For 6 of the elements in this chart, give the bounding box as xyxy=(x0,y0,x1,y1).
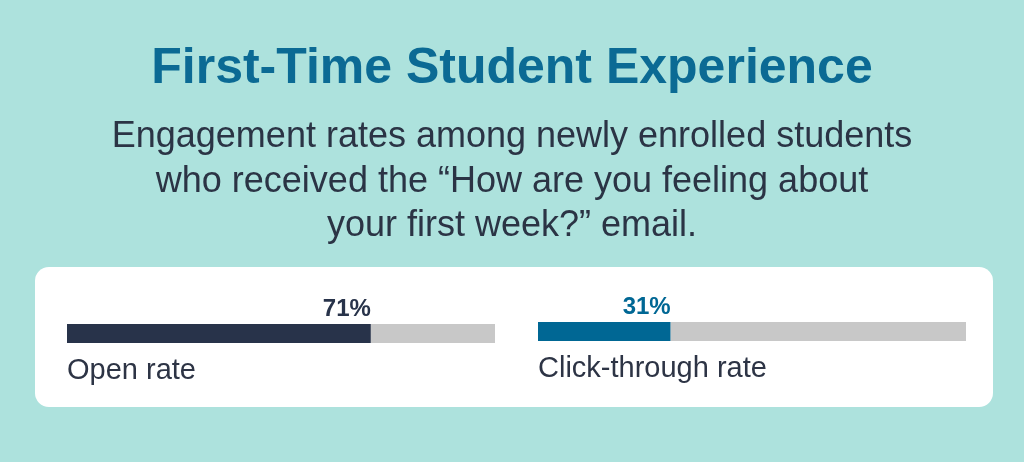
data-label: 31% xyxy=(622,292,671,319)
data-label: 71% xyxy=(322,294,371,321)
chart-title: First-Time Student Experience xyxy=(151,38,873,94)
y-tick-label: Open rate xyxy=(67,353,196,385)
chart-subtitle: Engagement rates among newly enrolled students who received the “How are you feeling about your first week?” email. xyxy=(111,114,913,244)
y-tick-label: Click-through rate xyxy=(538,351,767,383)
